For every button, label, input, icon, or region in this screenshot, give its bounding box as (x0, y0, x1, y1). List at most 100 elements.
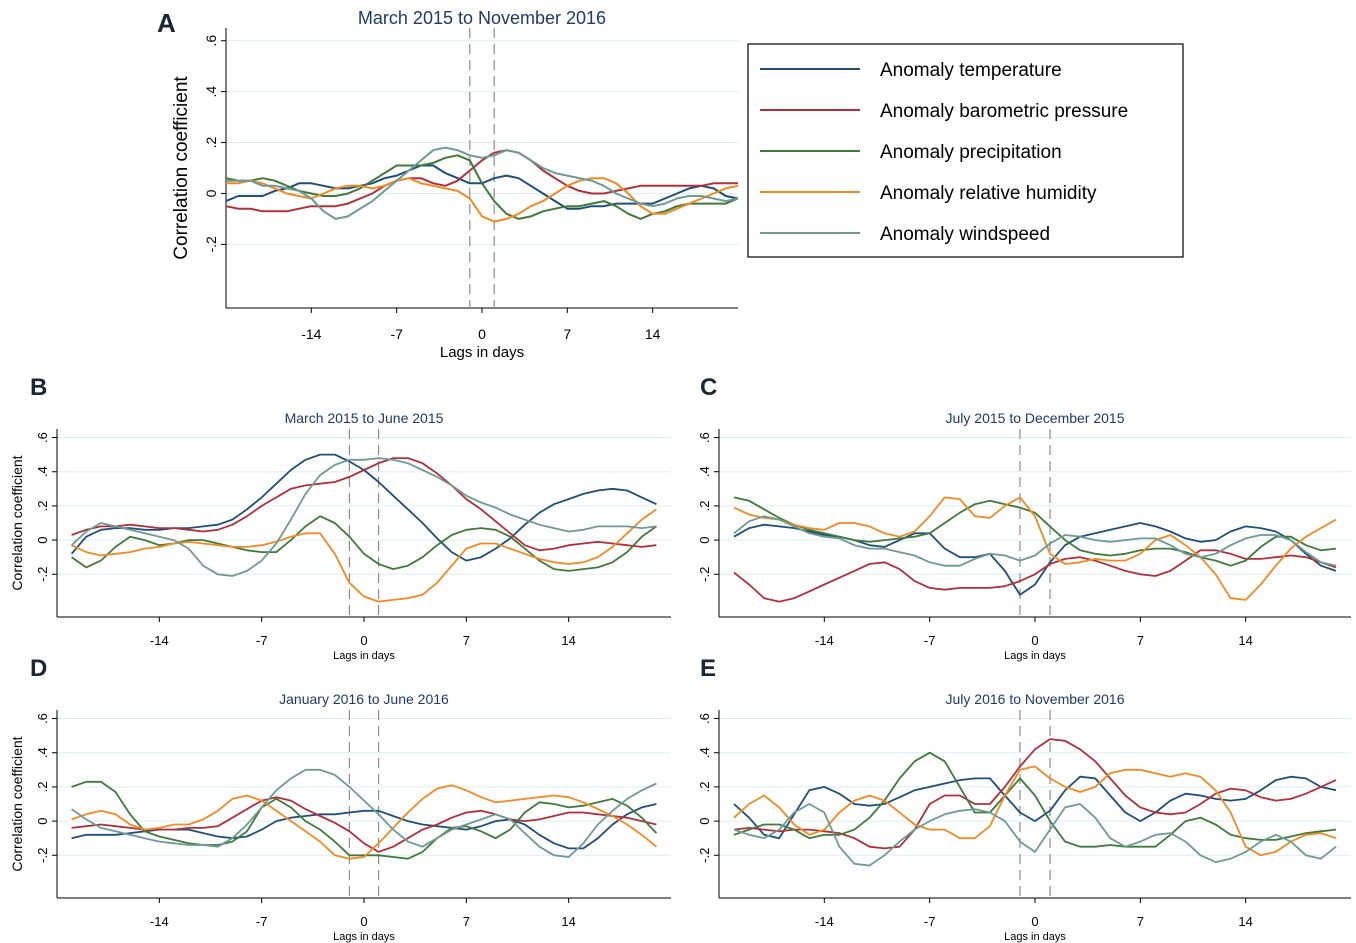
panel-c: C July 2015 to December 2015 .6 .4 .2 0 -.2 -14… (697, 374, 1351, 662)
xtick-label-e-2: 0 (1031, 914, 1038, 929)
xtick-label-d-3: 7 (463, 914, 470, 929)
panel-d: D January 2016 to June 2016 .6 .4 .2 0 -.2 -14 -… (9, 655, 671, 943)
ytick-label-b-2: .2 (35, 500, 50, 511)
series-line-a-windspeed (226, 146, 739, 220)
series-line-c-pressure (733, 549, 1337, 603)
series-line-d-precipitation (71, 780, 658, 860)
ytick-label-a-4: -.2 (203, 236, 219, 253)
xtick-label-b-1: -7 (256, 633, 268, 648)
xtick-label-a-2: 0 (478, 326, 486, 342)
xtick-label-d-1: -7 (256, 914, 268, 929)
ytick-label-d-3: 0 (35, 817, 50, 824)
xtick-label-a-3: 7 (563, 326, 571, 342)
legend: Anomaly temperature Anomaly barometric p… (747, 43, 1184, 258)
legend-label-humidity: Anomaly relative humidity (880, 183, 1097, 204)
panel-letter-d: D (30, 655, 47, 682)
ytick-label-b-3: 0 (35, 536, 50, 543)
series-line-a-temperature (225, 164, 739, 210)
ytick-label-c-4: -.2 (697, 567, 712, 582)
xtick-label-a-4: 14 (645, 326, 661, 342)
xtick-label-c-1: -7 (924, 633, 936, 648)
legend-label-windspeed: Anomaly windspeed (880, 224, 1050, 245)
series-line-b-precipitation (71, 515, 657, 572)
ytick-label-b-1: .4 (35, 466, 50, 477)
xtick-label-e-1: -7 (924, 914, 936, 929)
ytick-label-e-0: .6 (697, 713, 712, 724)
series-line-b-humidity (71, 508, 657, 603)
series-line-e-temperature (733, 775, 1337, 840)
panel-b: B March 2015 to June 2015 .6 .4 .2 0 -.2 -14 -7 0… (9, 374, 671, 662)
x-axis-label-d: Lags in days (333, 931, 395, 943)
ytick-label-a-2: .2 (203, 136, 219, 148)
series-line-c-windspeed (733, 515, 1337, 567)
xtick-label-e-3: 7 (1137, 914, 1144, 929)
y-axis-label-a: Correlation coefficient (171, 76, 192, 260)
ytick-label-d-1: .4 (35, 747, 50, 758)
ytick-label-b-4: -.2 (35, 567, 50, 582)
panel-title-a: March 2015 to November 2016 (358, 8, 606, 28)
x-axis-label-c: Lags in days (1004, 650, 1066, 662)
panel-letter-a: A (157, 8, 176, 38)
xtick-label-c-0: -14 (815, 633, 834, 648)
xtick-label-e-0: -14 (815, 914, 834, 929)
series-line-e-humidity (733, 765, 1337, 857)
x-axis-label-e: Lags in days (1004, 931, 1066, 943)
panel-title-e: July 2016 to November 2016 (946, 691, 1125, 707)
panel-title-d: January 2016 to June 2016 (279, 691, 449, 707)
series-line-b-windspeed (70, 457, 657, 577)
xtick-label-d-2: 0 (360, 914, 367, 929)
panel-a: A March 2015 to November 2016 .6 .4 .2 0 -.2 -1… (157, 8, 739, 361)
ytick-label-d-4: -.2 (35, 848, 50, 863)
x-axis-label-b: Lags in days (333, 650, 395, 662)
panels: A March 2015 to November 2016 .6 .4 .2 0 -.2 -1… (9, 8, 1351, 943)
ytick-label-c-3: 0 (697, 536, 712, 543)
ytick-label-d-2: .2 (35, 781, 50, 792)
panel-letter-c: C (700, 374, 717, 401)
xtick-label-b-0: -14 (150, 633, 169, 648)
ytick-label-a-0: .6 (203, 35, 219, 47)
xtick-label-e-4: 14 (1238, 914, 1252, 929)
panel-title-c: July 2015 to December 2015 (946, 410, 1125, 426)
ytick-label-c-1: .4 (697, 466, 712, 477)
ytick-label-b-0: .6 (35, 432, 50, 443)
ytick-label-e-4: -.2 (697, 848, 712, 863)
x-axis-label-a: Lags in days (440, 344, 524, 361)
ytick-label-e-2: .2 (697, 781, 712, 792)
panel-letter-b: B (30, 374, 47, 401)
xtick-label-b-2: 0 (360, 633, 367, 648)
xtick-label-a-1: -7 (390, 326, 403, 342)
ytick-label-d-0: .6 (35, 713, 50, 724)
xtick-label-c-4: 14 (1238, 633, 1252, 648)
xtick-label-c-2: 0 (1031, 633, 1038, 648)
ytick-label-a-1: .4 (203, 86, 219, 98)
xtick-label-b-3: 7 (463, 633, 470, 648)
panel-title-b: March 2015 to June 2015 (285, 410, 444, 426)
legend-label-pressure: Anomaly barometric pressure (880, 101, 1128, 122)
xtick-label-a-0: -14 (301, 326, 321, 342)
series-line-d-windspeed (71, 768, 657, 858)
legend-label-temperature: Anomaly temperature (880, 60, 1062, 81)
y-axis-label-b: Correlation coefficient (9, 455, 25, 590)
xtick-label-d-4: 14 (561, 914, 575, 929)
xtick-label-b-4: 14 (561, 633, 575, 648)
series-line-b-pressure (71, 457, 657, 552)
series-line-e-windspeed (733, 803, 1337, 867)
y-axis-label-d: Correlation coefficient (9, 736, 25, 871)
ytick-label-c-0: .6 (697, 432, 712, 443)
ytick-label-e-1: .4 (697, 747, 712, 758)
ytick-label-c-2: .2 (697, 500, 712, 511)
series-line-e-pressure (733, 738, 1337, 850)
series-line-d-humidity (71, 784, 657, 860)
series-line-a-precipitation (225, 154, 739, 220)
xtick-label-d-0: -14 (150, 914, 169, 929)
ytick-label-a-3: 0 (203, 189, 219, 197)
panel-e: E July 2016 to November 2016 .6 .4 .2 0 -.2 -14… (697, 655, 1351, 943)
series-line-c-humidity (733, 496, 1337, 601)
panel-letter-e: E (700, 655, 716, 682)
series-line-c-precipitation (733, 496, 1337, 567)
legend-label-precipitation: Anomaly precipitation (880, 142, 1062, 163)
xtick-label-c-3: 7 (1137, 633, 1144, 648)
series-line-a-pressure (225, 149, 738, 213)
ytick-label-e-3: 0 (697, 817, 712, 824)
